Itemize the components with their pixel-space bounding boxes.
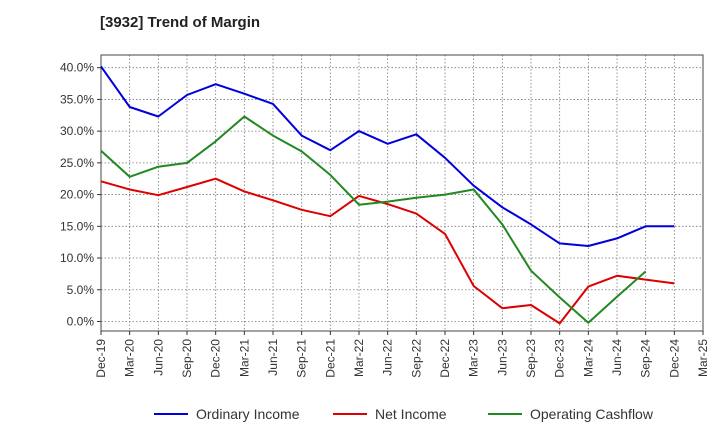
x-tick-label: Mar-20	[123, 339, 137, 377]
chart-title: [3932] Trend of Margin	[100, 14, 261, 31]
y-tick-label: 15.0%	[60, 219, 94, 233]
series-line	[100, 115, 647, 324]
legend-label: Ordinary Income	[196, 406, 300, 422]
x-tick-label: Dec-22	[438, 339, 452, 378]
x-tick-label: Mar-24	[581, 339, 595, 377]
x-tick-label: Dec-24	[667, 339, 681, 378]
y-tick-label: 10.0%	[60, 251, 94, 265]
x-tick-label: Dec-21	[323, 339, 337, 378]
y-tick-label: 40.0%	[60, 61, 94, 75]
plot-area	[101, 55, 703, 331]
plot-border	[100, 54, 704, 332]
x-tick-label: Mar-23	[467, 339, 481, 377]
x-tick-label: Jun-21	[266, 339, 280, 376]
x-tick-label: Mar-21	[237, 339, 251, 377]
y-tick-label: 0.0%	[67, 314, 95, 328]
x-tick-label: Dec-23	[553, 339, 567, 378]
legend-label: Net Income	[375, 406, 447, 422]
x-tick-label: Jun-20	[151, 339, 165, 376]
x-tick-label: Dec-19	[94, 339, 108, 378]
series-line	[100, 177, 675, 325]
y-tick-label: 35.0%	[60, 92, 94, 106]
x-tick-label: Sep-21	[295, 339, 309, 378]
legend-label: Operating Cashflow	[530, 406, 654, 422]
x-tick-label: Jun-24	[610, 339, 624, 376]
x-tick-label: Sep-24	[639, 339, 653, 378]
x-tick-label: Jun-23	[495, 339, 509, 376]
y-tick-label: 5.0%	[67, 283, 95, 297]
x-tick-label: Jun-22	[381, 339, 395, 376]
x-tick-label: Sep-23	[524, 339, 538, 378]
y-tick-label: 30.0%	[60, 124, 94, 138]
y-tick-label: 20.0%	[60, 188, 94, 202]
x-tick-label: Sep-20	[180, 339, 194, 378]
y-tick-label: 25.0%	[60, 156, 94, 170]
x-tick-label: Dec-20	[209, 339, 223, 378]
x-tick-label: Mar-25	[696, 339, 710, 377]
x-tick-label: Sep-22	[409, 339, 423, 378]
series-line	[100, 65, 675, 247]
x-tick-label: Mar-22	[352, 339, 366, 377]
